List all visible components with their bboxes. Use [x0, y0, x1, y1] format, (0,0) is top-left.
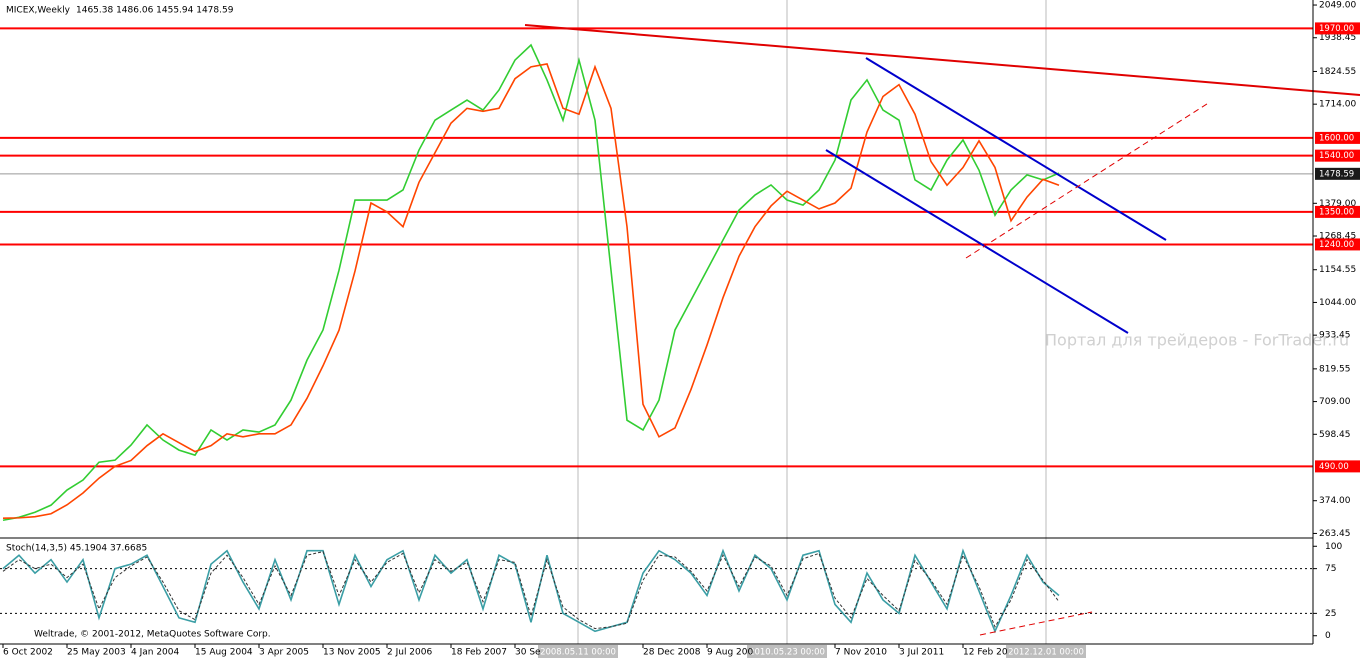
y-tick-label: 1154.55: [1319, 265, 1356, 275]
channel-line: [865, 57, 1167, 241]
cursor-label: 2010.05.23 00:00: [749, 648, 825, 658]
x-tick-label: 25 May 2003: [67, 648, 126, 658]
y-tick-label: 25: [1325, 609, 1336, 619]
cursor-box: [747, 645, 827, 658]
cursor-box: [538, 645, 618, 658]
x-tick-label: 3 Jul 2011: [899, 648, 944, 658]
level-box: [1315, 149, 1360, 162]
cursor-box: [1006, 645, 1086, 658]
level-label: 1600.00: [1319, 133, 1354, 143]
y-tick-label: 1268.45: [1319, 232, 1356, 242]
y-tick-label: 2049.00: [1319, 1, 1356, 11]
x-tick-label: 28 Dec 2008: [643, 648, 701, 658]
cursor-label: 2012.12.01 00:00: [1008, 648, 1084, 658]
x-tick-label: 15 Aug 2004: [195, 648, 253, 658]
x-tick-label: 12 Feb 20: [963, 648, 1008, 658]
x-tick-label: 2 Jul 2006: [387, 648, 432, 658]
channel-line: [825, 149, 1129, 334]
trend-line: [524, 24, 1360, 96]
level-label: 1240.00: [1319, 240, 1354, 250]
copyright: Weltrade, © 2001-2012, MetaQuotes Softwa…: [34, 630, 271, 640]
watermark: Портал для трейдеров - ForTrader.ru: [1045, 331, 1349, 350]
level-label: 1350.00: [1319, 207, 1354, 217]
level-box: [1315, 238, 1360, 251]
quote: 1465.38 1486.06 1455.94 1478.59: [76, 6, 234, 16]
current-price-box: [1315, 167, 1360, 180]
stoch-trend-line: [979, 611, 1093, 636]
y-tick-label: 100: [1325, 542, 1342, 552]
level-box: [1315, 460, 1360, 473]
plot-area: [0, 0, 1313, 644]
level-label: 490.00: [1319, 462, 1349, 472]
cursor-label: 2008.05.11 00:00: [540, 648, 616, 658]
level-label: 1970.00: [1319, 24, 1354, 34]
x-tick-label: 18 Feb 2007: [451, 648, 507, 658]
y-tick-label: 1379.00: [1319, 199, 1356, 209]
y-tick-label: 1044.00: [1319, 298, 1356, 308]
y-tick-label: 1714.00: [1319, 100, 1356, 110]
series-line: [2, 548, 1060, 634]
level-box: [1315, 205, 1360, 218]
indicator-title: Stoch(14,3,5) 45.1904 37.6685: [6, 544, 147, 554]
support-line: [965, 101, 1211, 259]
y-tick-label: 709.00: [1319, 397, 1351, 407]
x-tick-label: 3 Apr 2005: [259, 648, 309, 658]
current-price-label: 1478.59: [1319, 169, 1354, 179]
x-tick-label: 9 Aug 200: [707, 648, 753, 658]
x-tick-label: 30 Se: [515, 648, 541, 658]
y-tick-label: 374.00: [1319, 496, 1351, 506]
y-tick-label: 75: [1325, 564, 1336, 574]
level-label: 1540.00: [1319, 151, 1354, 161]
y-tick-label: 1824.55: [1319, 67, 1356, 77]
y-tick-label: 933.45: [1319, 331, 1351, 341]
series-line: [2, 43, 1060, 522]
level-box: [1315, 131, 1360, 144]
y-tick-label: 0: [1325, 631, 1331, 641]
series-line: [2, 63, 1060, 519]
chart-title: MICEX,Weekly: [6, 6, 71, 16]
y-tick-label: 263.45: [1319, 529, 1351, 539]
x-tick-label: 7 Nov 2010: [835, 648, 887, 658]
y-tick-label: 819.55: [1319, 364, 1351, 374]
y-tick-label: 1938.45: [1319, 33, 1356, 43]
x-tick-label: 6 Oct 2002: [3, 648, 53, 658]
x-tick-label: 13 Nov 2005: [323, 648, 381, 658]
x-tick-label: 4 Jan 2004: [131, 648, 179, 658]
level-box: [1315, 22, 1360, 35]
y-tick-label: 598.45: [1319, 430, 1351, 440]
